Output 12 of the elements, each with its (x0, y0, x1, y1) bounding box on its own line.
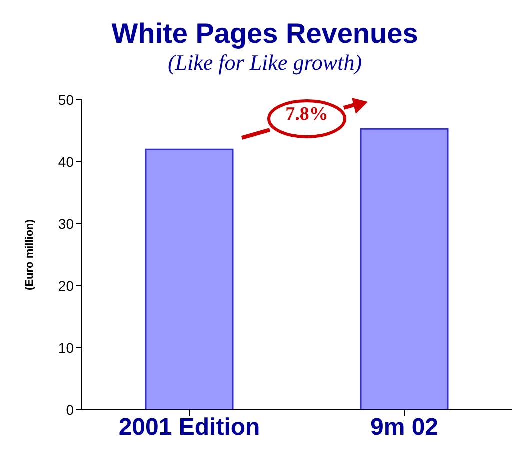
y-axis-title: (Euro million) (24, 219, 36, 290)
chart-title: White Pages Revenues (110, 18, 420, 50)
y-tick-label: 50 (58, 92, 74, 108)
y-tick-label: 10 (58, 340, 74, 356)
y-tick-label: 30 (58, 216, 74, 232)
chart-subtitle: (Like for Like growth) (166, 50, 364, 76)
x-tick-label: 2001 Edition (118, 414, 260, 442)
y-tick-label: 40 (58, 154, 74, 170)
annotation: 7.8% (284, 104, 330, 126)
y-tick-label: 0 (66, 402, 74, 418)
x-tick-label: 9m 02 (370, 414, 439, 442)
y-tick-label: 20 (58, 278, 74, 294)
